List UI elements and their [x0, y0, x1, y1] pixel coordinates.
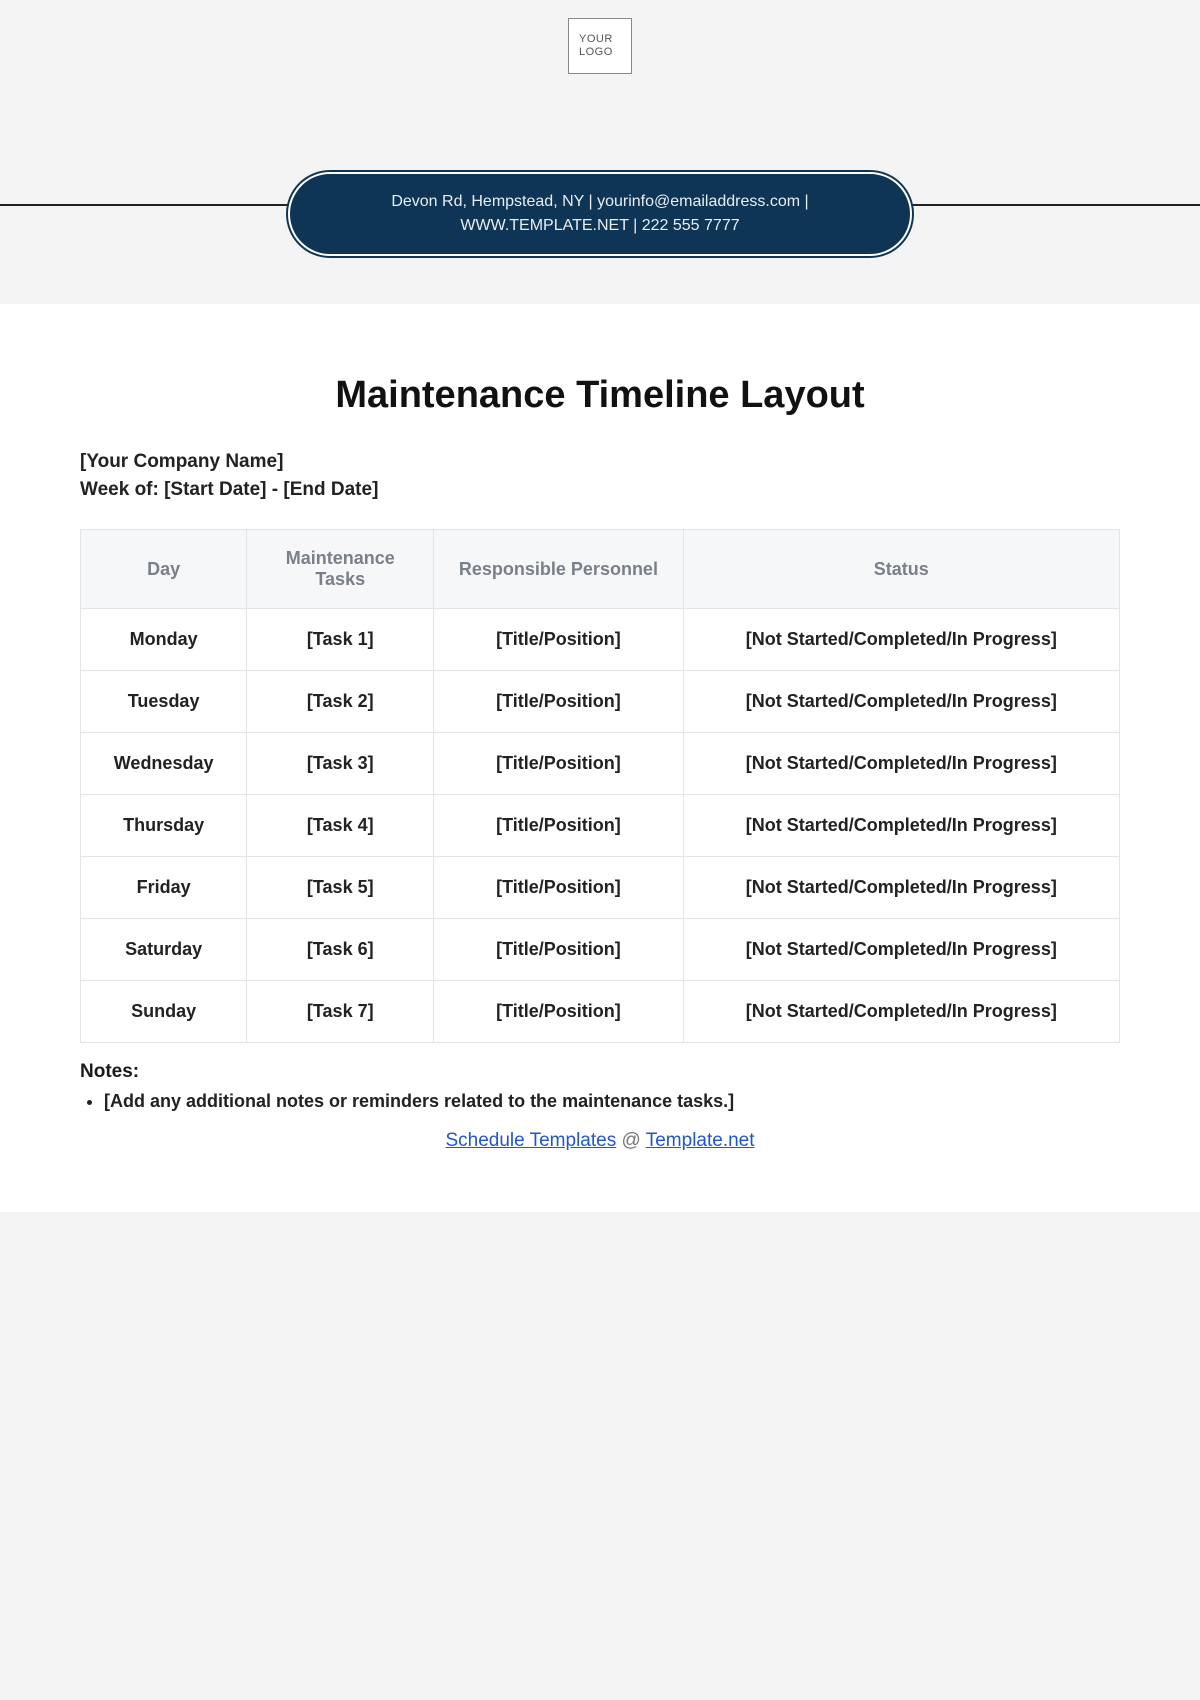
cell-day: Monday [81, 609, 247, 671]
col-header-status: Status [683, 530, 1119, 609]
cell-task: [Task 1] [247, 609, 434, 671]
cell-person: [Title/Position] [434, 671, 683, 733]
cell-status: [Not Started/Completed/In Progress] [683, 795, 1119, 857]
cell-status: [Not Started/Completed/In Progress] [683, 857, 1119, 919]
cell-status: [Not Started/Completed/In Progress] [683, 671, 1119, 733]
logo-area: YOUR LOGO [0, 0, 1200, 74]
notes-heading: Notes: [80, 1061, 1120, 1083]
cell-task: [Task 6] [247, 919, 434, 981]
week-of-line: Week of: [Start Date] - [End Date] [80, 479, 1120, 501]
notes-item: [Add any additional notes or reminders r… [104, 1091, 1120, 1112]
table-row: Friday [Task 5] [Title/Position] [Not St… [81, 857, 1120, 919]
logo-placeholder: YOUR LOGO [568, 18, 632, 74]
cell-day: Thursday [81, 795, 247, 857]
cell-person: [Title/Position] [434, 919, 683, 981]
logo-line1: YOUR [579, 33, 613, 45]
cell-day: Tuesday [81, 671, 247, 733]
cell-day: Saturday [81, 919, 247, 981]
cell-task: [Task 2] [247, 671, 434, 733]
schedule-table: Day Maintenance Tasks Responsible Person… [80, 529, 1120, 1043]
cell-status: [Not Started/Completed/In Progress] [683, 919, 1119, 981]
cell-person: [Title/Position] [434, 733, 683, 795]
banner-area: Devon Rd, Hempstead, NY | yourinfo@email… [0, 174, 1200, 264]
cell-task: [Task 7] [247, 981, 434, 1043]
col-header-tasks: Maintenance Tasks [247, 530, 434, 609]
col-header-day: Day [81, 530, 247, 609]
contact-text: Devon Rd, Hempstead, NY | yourinfo@email… [391, 193, 808, 234]
cell-day: Friday [81, 857, 247, 919]
table-row: Saturday [Task 6] [Title/Position] [Not … [81, 919, 1120, 981]
cell-task: [Task 4] [247, 795, 434, 857]
footer-link-schedule-templates[interactable]: Schedule Templates [445, 1130, 616, 1151]
contact-banner: Devon Rd, Hempstead, NY | yourinfo@email… [290, 174, 910, 254]
table-row: Thursday [Task 4] [Title/Position] [Not … [81, 795, 1120, 857]
notes-list: [Add any additional notes or reminders r… [80, 1091, 1120, 1112]
cell-status: [Not Started/Completed/In Progress] [683, 609, 1119, 671]
cell-person: [Title/Position] [434, 609, 683, 671]
table-row: Tuesday [Task 2] [Title/Position] [Not S… [81, 671, 1120, 733]
page-title: Maintenance Timeline Layout [80, 374, 1120, 417]
cell-status: [Not Started/Completed/In Progress] [683, 981, 1119, 1043]
table-header-row: Day Maintenance Tasks Responsible Person… [81, 530, 1120, 609]
cell-day: Sunday [81, 981, 247, 1043]
footer-link-template-net[interactable]: Template.net [646, 1130, 755, 1151]
footer-links: Schedule Templates @ Template.net [80, 1130, 1120, 1152]
cell-task: [Task 3] [247, 733, 434, 795]
cell-task: [Task 5] [247, 857, 434, 919]
logo-line2: LOGO [579, 46, 613, 58]
table-body: Monday [Task 1] [Title/Position] [Not St… [81, 609, 1120, 1043]
footer-separator: @ [622, 1130, 646, 1151]
content-card: Maintenance Timeline Layout [Your Compan… [0, 304, 1200, 1212]
col-header-personnel: Responsible Personnel [434, 530, 683, 609]
table-row: Monday [Task 1] [Title/Position] [Not St… [81, 609, 1120, 671]
company-name-line: [Your Company Name] [80, 451, 1120, 473]
cell-person: [Title/Position] [434, 857, 683, 919]
table-row: Sunday [Task 7] [Title/Position] [Not St… [81, 981, 1120, 1043]
cell-person: [Title/Position] [434, 795, 683, 857]
cell-person: [Title/Position] [434, 981, 683, 1043]
table-row: Wednesday [Task 3] [Title/Position] [Not… [81, 733, 1120, 795]
cell-status: [Not Started/Completed/In Progress] [683, 733, 1119, 795]
cell-day: Wednesday [81, 733, 247, 795]
page-root: YOUR LOGO Devon Rd, Hempstead, NY | your… [0, 0, 1200, 1212]
